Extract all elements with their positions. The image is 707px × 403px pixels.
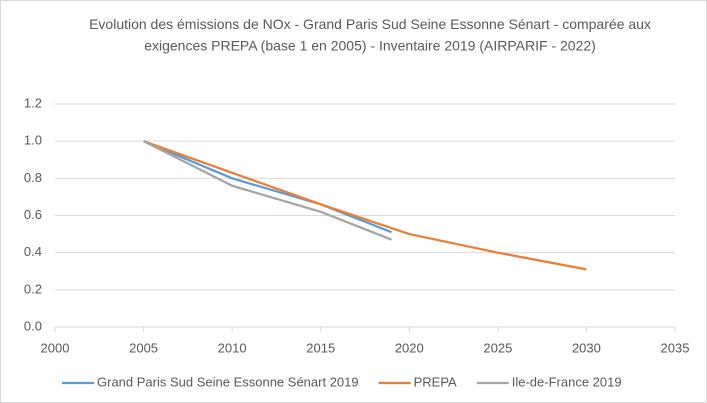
series-line [143, 140, 392, 241]
x-tick-label: 2020 [395, 340, 424, 355]
y-tick-label: 0.2 [24, 281, 42, 296]
y-tick-label: 0.6 [24, 207, 42, 222]
chart-title: Evolution des émissions de NOx - Grand P… [89, 16, 651, 54]
x-tick-label: 2035 [661, 340, 690, 355]
series-line [143, 140, 587, 271]
legend-label: PREPA [414, 374, 457, 389]
x-tick-label: 2025 [483, 340, 512, 355]
y-tick-label: 0.4 [24, 244, 42, 259]
x-tick-label: 2005 [129, 340, 158, 355]
y-tick-label: 0.8 [24, 170, 42, 185]
legend-label: Ile-de-France 2019 [512, 374, 622, 389]
y-tick-label: 0.0 [24, 318, 42, 333]
x-tick-label: 2010 [218, 340, 247, 355]
x-tick-label: 2015 [306, 340, 335, 355]
y-tick-label: 1.2 [24, 95, 42, 110]
legend-label: Grand Paris Sud Seine Essonne Sénart 201… [97, 374, 359, 389]
x-tick-label: 2030 [572, 340, 601, 355]
series-line [143, 140, 392, 234]
x-tick-label: 2000 [41, 340, 70, 355]
y-tick-label: 1.0 [24, 133, 42, 148]
